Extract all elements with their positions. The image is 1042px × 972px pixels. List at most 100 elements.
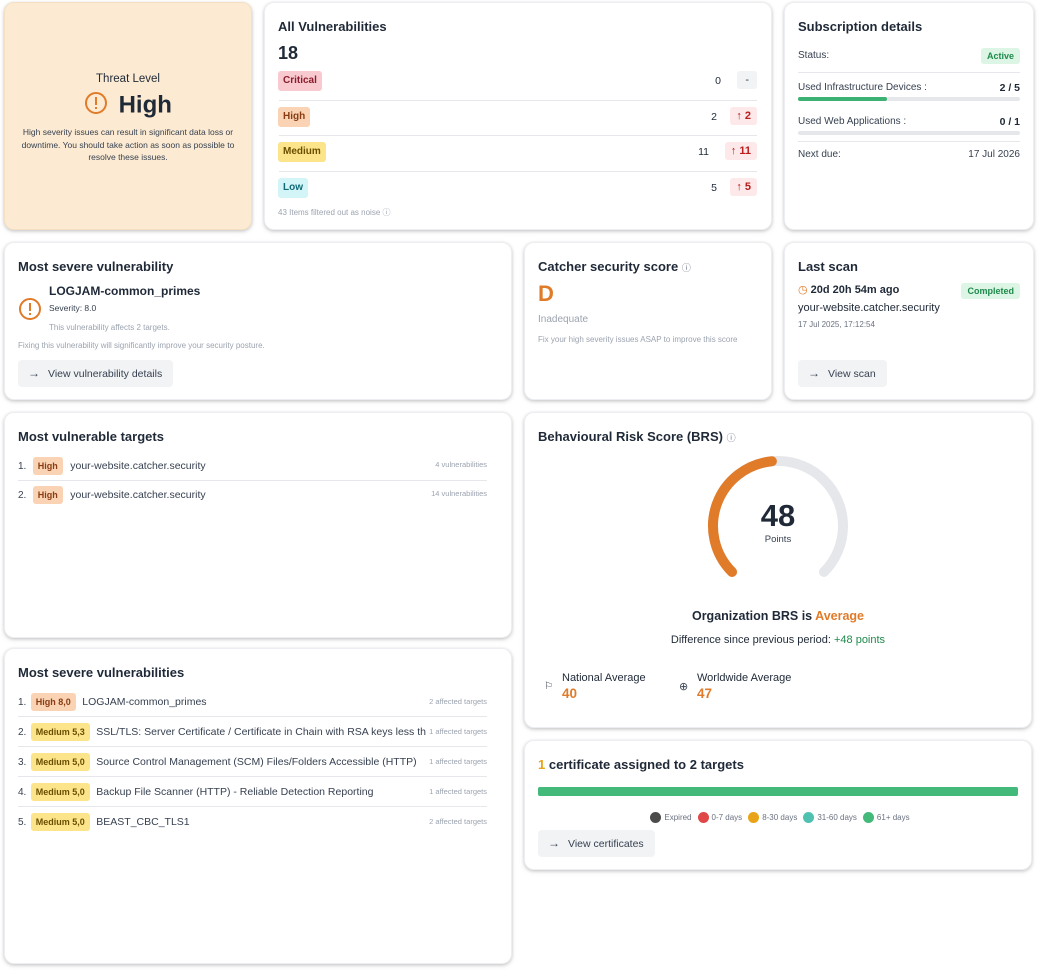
- low-badge: Low: [278, 178, 308, 198]
- severe-vuln-row[interactable]: 4. Medium 5,0 Backup File Scanner (HTTP)…: [18, 782, 487, 804]
- severity-score-badge: Medium 5,0: [30, 783, 90, 801]
- vulnerability-name: Backup File Scanner (HTTP) - Reliable De…: [96, 786, 374, 798]
- target-vuln-count: 14 vulnerabilities: [431, 489, 487, 498]
- scan-ago: 20d 20h 54m ago: [810, 284, 900, 296]
- scan-target: your-website.catcher.security: [798, 302, 940, 314]
- severity-badge: High: [32, 457, 63, 475]
- all-vulnerabilities-title: All Vulnerabilities: [278, 19, 387, 34]
- brs-difference-value: +48 points: [833, 634, 886, 646]
- vulnerability-name: BEAST_CBC_TLS1: [96, 816, 190, 828]
- legend-item: 61+ days: [862, 812, 910, 824]
- brs-score: 48: [760, 498, 796, 533]
- legend-item: 0-7 days: [697, 812, 742, 824]
- vulnerability-total: 18: [278, 43, 299, 63]
- severity-row-low[interactable]: Low 5 ↑ 5: [278, 177, 757, 203]
- medium-badge: Medium: [278, 142, 326, 162]
- affected-targets: 2 affected targets: [426, 697, 487, 706]
- noise-note: 43 Items filtered out as noise ⓘ: [278, 208, 391, 217]
- flag-icon: ⚐: [544, 681, 553, 692]
- all-vulnerabilities-card: All Vulnerabilities 18 Critical 0 - High…: [264, 2, 772, 230]
- national-average-value: 40: [562, 686, 578, 701]
- severity-row-medium[interactable]: Medium 11 ↑ 11: [278, 141, 757, 167]
- threat-level-card: Threat Level High High severity issues c…: [4, 2, 252, 230]
- legend-dot: [803, 812, 815, 824]
- infra-progress: [798, 97, 1020, 101]
- legend-item: Expired: [650, 812, 692, 824]
- target-row[interactable]: 1. High your-website.catcher.security 4 …: [18, 456, 487, 476]
- globe-icon: ⊕: [679, 681, 689, 693]
- most-vulnerable-targets-card: Most vulnerable targets 1. High your-web…: [4, 412, 512, 638]
- help-icon[interactable]: ⓘ: [681, 263, 691, 273]
- next-due-value: 17 Jul 2026: [968, 149, 1020, 160]
- status-label: Status:: [798, 50, 830, 61]
- web-label: Used Web Applications :: [798, 116, 907, 127]
- national-average: ⚐ National Average 40: [544, 672, 646, 701]
- clock-icon: ◷: [798, 284, 808, 296]
- critical-badge: Critical: [278, 71, 322, 91]
- certificate-count: 1: [538, 757, 546, 772]
- row-index: 2.: [18, 727, 27, 738]
- vulnerability-affects: This vulnerability affects 2 targets.: [49, 323, 170, 332]
- alert-circle-icon: [84, 91, 108, 120]
- legend-item: 31-60 days: [803, 812, 857, 824]
- subscription-title: Subscription details: [798, 19, 923, 34]
- legend-item: 8-30 days: [748, 812, 797, 824]
- severe-vulns-title: Most severe vulnerabilities: [18, 665, 185, 680]
- severity-row-high[interactable]: High 2 ↑ 2: [278, 106, 757, 132]
- threat-level-title: Threat Level: [96, 73, 160, 85]
- vulnerable-targets-title: Most vulnerable targets: [18, 429, 164, 444]
- view-scan-button[interactable]: → View scan: [798, 360, 887, 387]
- most-severe-vulnerabilities-card: Most severe vulnerabilities 1. High 8,0 …: [4, 648, 512, 964]
- certificates-card: 1 certificate assigned to 2 targets Expi…: [524, 740, 1032, 870]
- alert-circle-icon: [18, 297, 42, 326]
- web-progress: [798, 131, 1020, 135]
- brs-difference: Difference since previous period: +48 po…: [670, 634, 886, 646]
- severity-score-badge: High 8,0: [30, 693, 76, 711]
- severity-score-badge: Medium 5,0: [30, 753, 90, 771]
- medium-count: 11: [698, 146, 709, 158]
- severe-vuln-row[interactable]: 5. Medium 5,0 BEAST_CBC_TLS1 2 affected t…: [18, 812, 487, 834]
- legend-dot: [697, 812, 709, 824]
- arrow-up-icon: ↑: [736, 110, 745, 122]
- brs-title: Behavioural Risk Score (BRS) ⓘ: [538, 429, 736, 444]
- infra-value: 2 / 5: [999, 82, 1020, 94]
- vulnerability-name: SSL/TLS: Server Certificate / Certificat…: [96, 726, 441, 738]
- row-index: 1.: [18, 697, 27, 708]
- help-icon[interactable]: ⓘ: [726, 433, 736, 443]
- severe-vuln-row[interactable]: 2. Medium 5,3 SSL/TLS: Server Certificat…: [18, 722, 487, 744]
- severity-row-critical[interactable]: Critical 0 -: [278, 70, 757, 96]
- worldwide-average-value: 47: [697, 686, 713, 701]
- catcher-note: Fix your high severity issues ASAP to im…: [538, 335, 738, 344]
- severity-badge: High: [32, 486, 63, 504]
- high-count: 2: [711, 111, 717, 123]
- catcher-score-card: Catcher security score ⓘ D Inadequate Fi…: [524, 242, 772, 400]
- vulnerability-name: LOGJAM-common_primes: [82, 696, 207, 708]
- infra-label: Used Infrastructure Devices :: [798, 82, 927, 93]
- info-icon[interactable]: ⓘ: [382, 208, 391, 217]
- most-severe-vulnerability-card: Most severe vulnerability LOGJAM-common_…: [4, 242, 512, 400]
- target-name: your-website.catcher.security: [70, 489, 206, 501]
- affected-targets: 2 affected targets: [426, 817, 487, 826]
- catcher-grade: D: [538, 281, 554, 306]
- org-brs-rating: Average: [815, 609, 865, 623]
- low-count: 5: [711, 182, 717, 194]
- target-row[interactable]: 2. High your-website.catcher.security 14…: [18, 485, 487, 505]
- worldwide-average: ⊕ Worldwide Average 47: [679, 672, 792, 701]
- most-severe-title: Most severe vulnerability: [18, 259, 174, 274]
- severe-vuln-row[interactable]: 3. Medium 5,0 Source Control Management …: [18, 752, 487, 774]
- org-brs-line: Organization BRS is Average: [691, 609, 865, 623]
- arrow-right-icon: →: [808, 366, 820, 380]
- row-index: 4.: [18, 787, 27, 798]
- row-index: 5.: [18, 817, 27, 828]
- view-vulnerability-details-button[interactable]: → View vulnerability details: [18, 360, 174, 387]
- view-certificates-button[interactable]: → View certificates: [538, 830, 655, 857]
- vulnerability-note: Fixing this vulnerability will significa…: [18, 341, 265, 350]
- severe-vuln-row[interactable]: 1. High 8,0 LOGJAM-common_primes 2 affect…: [18, 692, 487, 714]
- subscription-card: Subscription details Status: Active Used…: [784, 2, 1034, 230]
- row-index: 3.: [18, 757, 27, 768]
- legend-dot: [748, 812, 760, 824]
- last-scan-title: Last scan: [798, 259, 858, 274]
- vulnerability-severity: Severity: 8.0: [49, 303, 97, 313]
- row-divider: [18, 746, 487, 747]
- brs-card: Behavioural Risk Score (BRS) ⓘ 48 Points…: [524, 412, 1032, 728]
